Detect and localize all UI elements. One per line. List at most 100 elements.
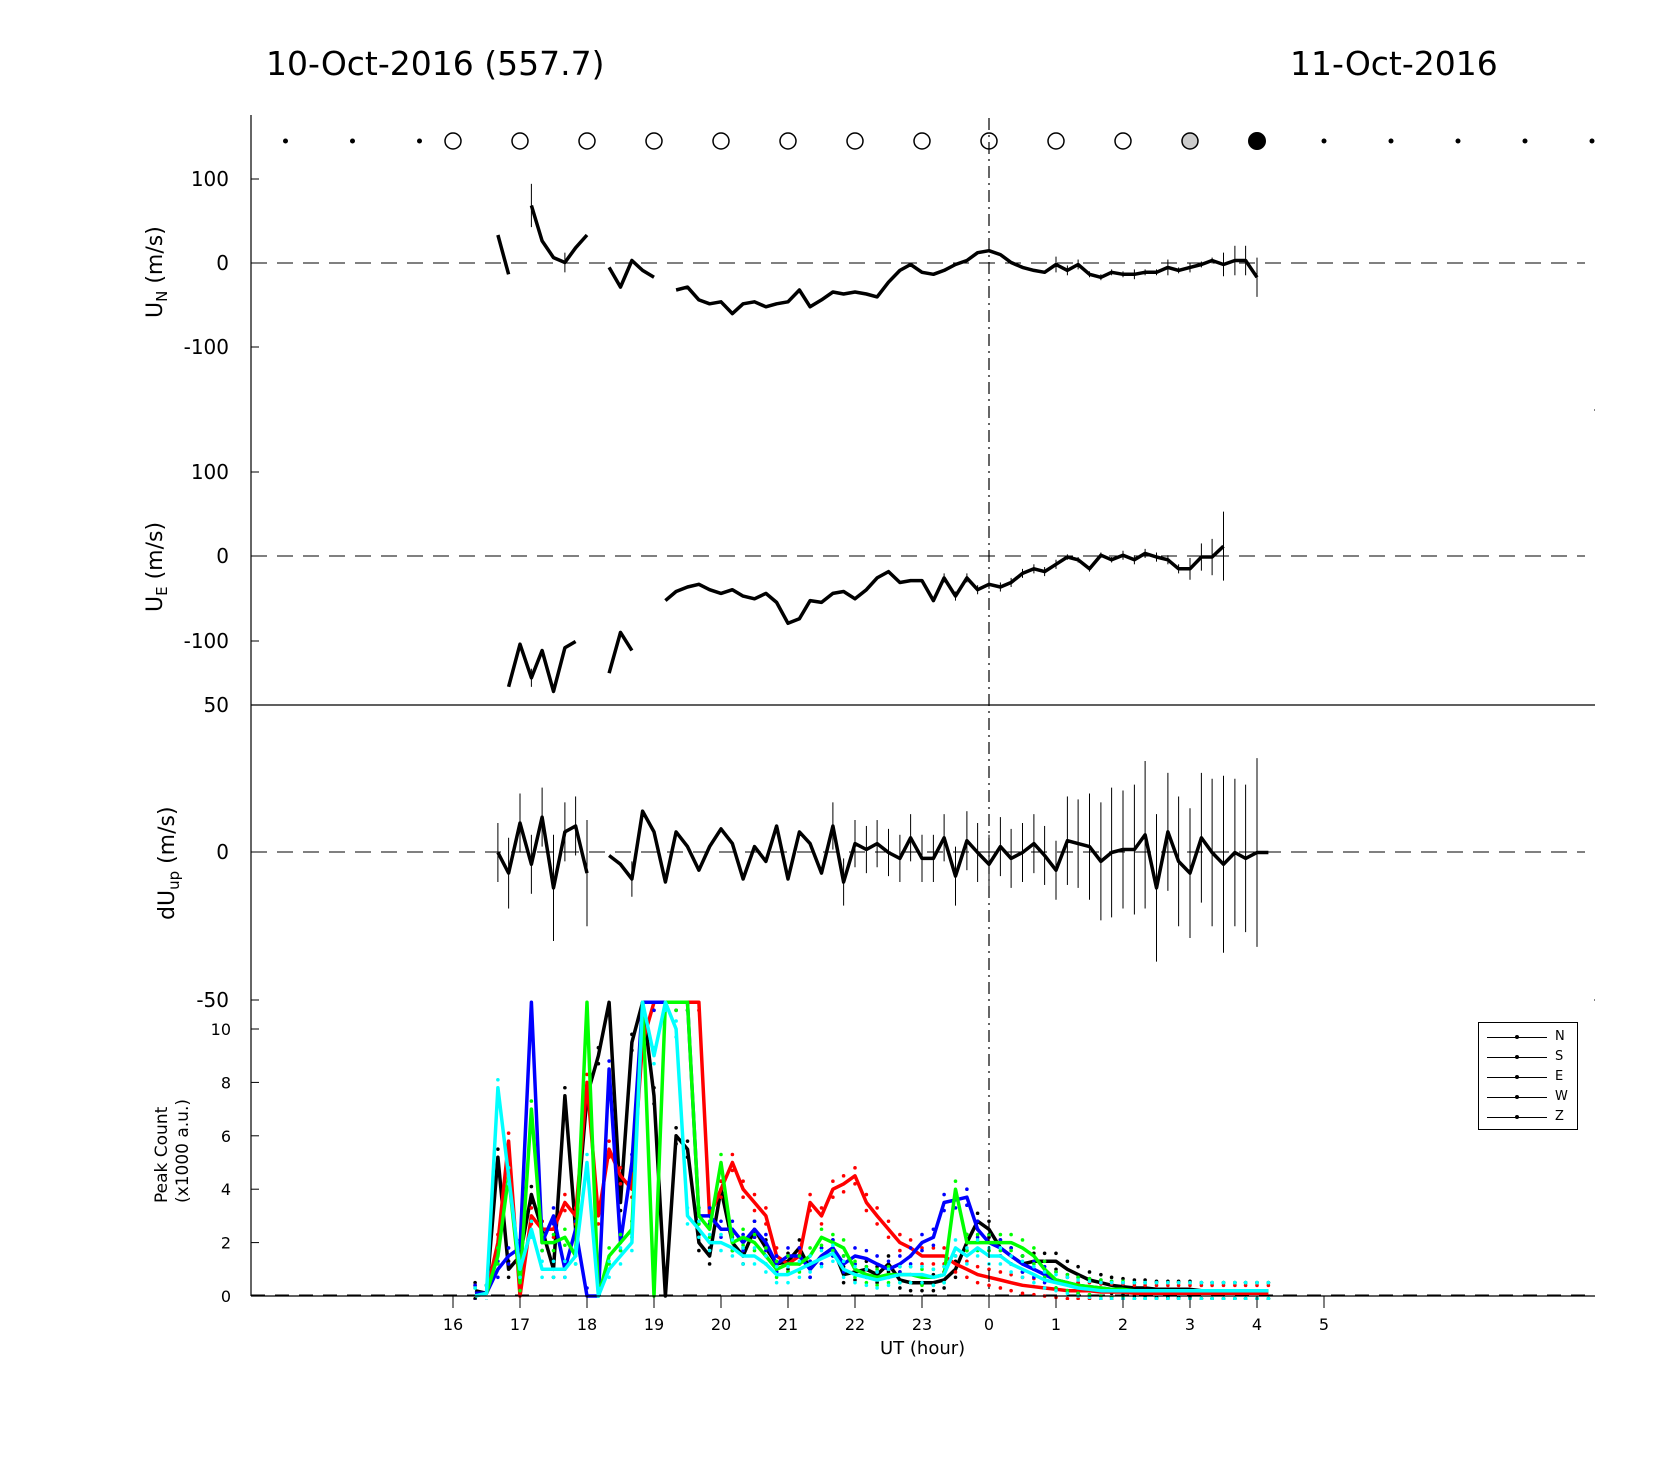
series-z-point [652,1045,656,1050]
series-n-point [987,1235,991,1240]
series-z-point [1054,1272,1058,1277]
series-w-point [741,1227,745,1232]
series-s-point [1132,1283,1137,1288]
series-line [496,234,511,275]
series-z-point [506,1166,511,1170]
series-z-point [774,1280,779,1285]
series-s-point [506,1131,511,1135]
legend-item-e: E [1485,1067,1575,1087]
y-tick-label: -100 [184,629,229,653]
series-e-point [730,1219,735,1224]
series-s-point [831,1179,835,1183]
series-w-point [797,1254,802,1258]
series-e-point [719,1219,723,1224]
series-s-point [808,1208,812,1213]
series-n-point [1109,1275,1114,1280]
series-s-point [841,1174,846,1178]
series-w-point [886,1264,891,1269]
series-z-point [1166,1296,1170,1300]
series-z-point [585,1152,589,1157]
series-w-point [1032,1246,1036,1250]
series-z-point [697,1235,701,1240]
series-w-point [1054,1270,1058,1274]
series-z-point [1076,1278,1080,1282]
series-e-point [496,1275,500,1280]
series-e-point [719,1235,723,1240]
series-n-point [1143,1278,1147,1282]
series-s-point [1266,1283,1271,1288]
series-s-point [1133,1299,1136,1300]
series-s-point [596,1206,601,1210]
series-s-point [987,1267,991,1272]
series-z-point [786,1264,790,1269]
series-s-point [1065,1296,1070,1300]
series-z-point [663,1008,668,1013]
series-z-point [685,1206,690,1210]
y-tick-label: 0 [216,544,229,568]
series-w-point [641,993,645,997]
series-n-point [496,1147,500,1151]
series-z-point [965,1262,969,1266]
series-n-point [908,1288,913,1293]
series-w-point [965,1248,969,1253]
series-s-point [1020,1291,1025,1296]
series-z-point [674,1019,678,1023]
series-z-point [786,1280,790,1285]
series-s-point [853,1182,857,1186]
series-z-point [730,1254,735,1258]
series-s-point [1244,1299,1247,1300]
series-line [607,258,655,289]
series-n-point [506,1259,511,1264]
series-w-point [719,1152,723,1157]
series-s-point [975,1264,980,1269]
series-z-point [540,1259,544,1264]
series-s-point [529,1206,534,1210]
series-s-point [485,1299,488,1300]
series-e-point [998,1238,1003,1242]
series-s-point [585,1088,589,1093]
series-w-point [607,1246,611,1250]
series-n-point [630,1032,634,1037]
legend-item-z: Z [1485,1107,1575,1127]
marker-dot [1455,138,1461,144]
series-s-point [764,1222,768,1226]
series-s-point [864,1192,869,1197]
series-w-point [786,1254,790,1258]
series-e-point [853,1246,857,1250]
series-w-point [764,1246,768,1250]
x-tick-label: 22 [845,1315,865,1334]
series-w-point [987,1232,991,1237]
series-n-point [529,1184,534,1189]
series-e-point [942,1192,946,1197]
series-z-point [1199,1280,1204,1285]
series-w-point [920,1283,924,1288]
series-e-point [965,1187,969,1192]
series-z-point [752,1246,757,1250]
marker-dot [350,138,355,144]
series-z-point [697,1219,701,1224]
series-e-point [797,1246,802,1250]
series-w-point [551,1232,556,1237]
series-s-point [1009,1272,1013,1277]
series-z-point [640,1008,645,1013]
series-n-point [1054,1251,1058,1256]
y-tick-label: 8 [221,1073,231,1092]
series-z-point [998,1246,1003,1250]
marker-dot [1589,138,1595,144]
series-z-point [1266,1296,1271,1300]
series-s-point [975,1280,980,1285]
x-tick-label: 0 [984,1315,994,1334]
series-s-point [741,1179,745,1183]
series-n-point [529,1200,534,1205]
x-tick-label: 3 [1185,1315,1195,1334]
series-s-point [1143,1283,1147,1288]
series-z-point [764,1270,768,1274]
x-tick-label: 5 [1319,1315,1329,1334]
series-s-point [618,1182,623,1186]
series-n-point [685,1139,690,1143]
series-w-point [774,1259,779,1264]
series-n-point [473,1280,477,1285]
marker-open [712,132,730,150]
series-e-point [506,1262,511,1266]
series-e-point [764,1248,768,1253]
